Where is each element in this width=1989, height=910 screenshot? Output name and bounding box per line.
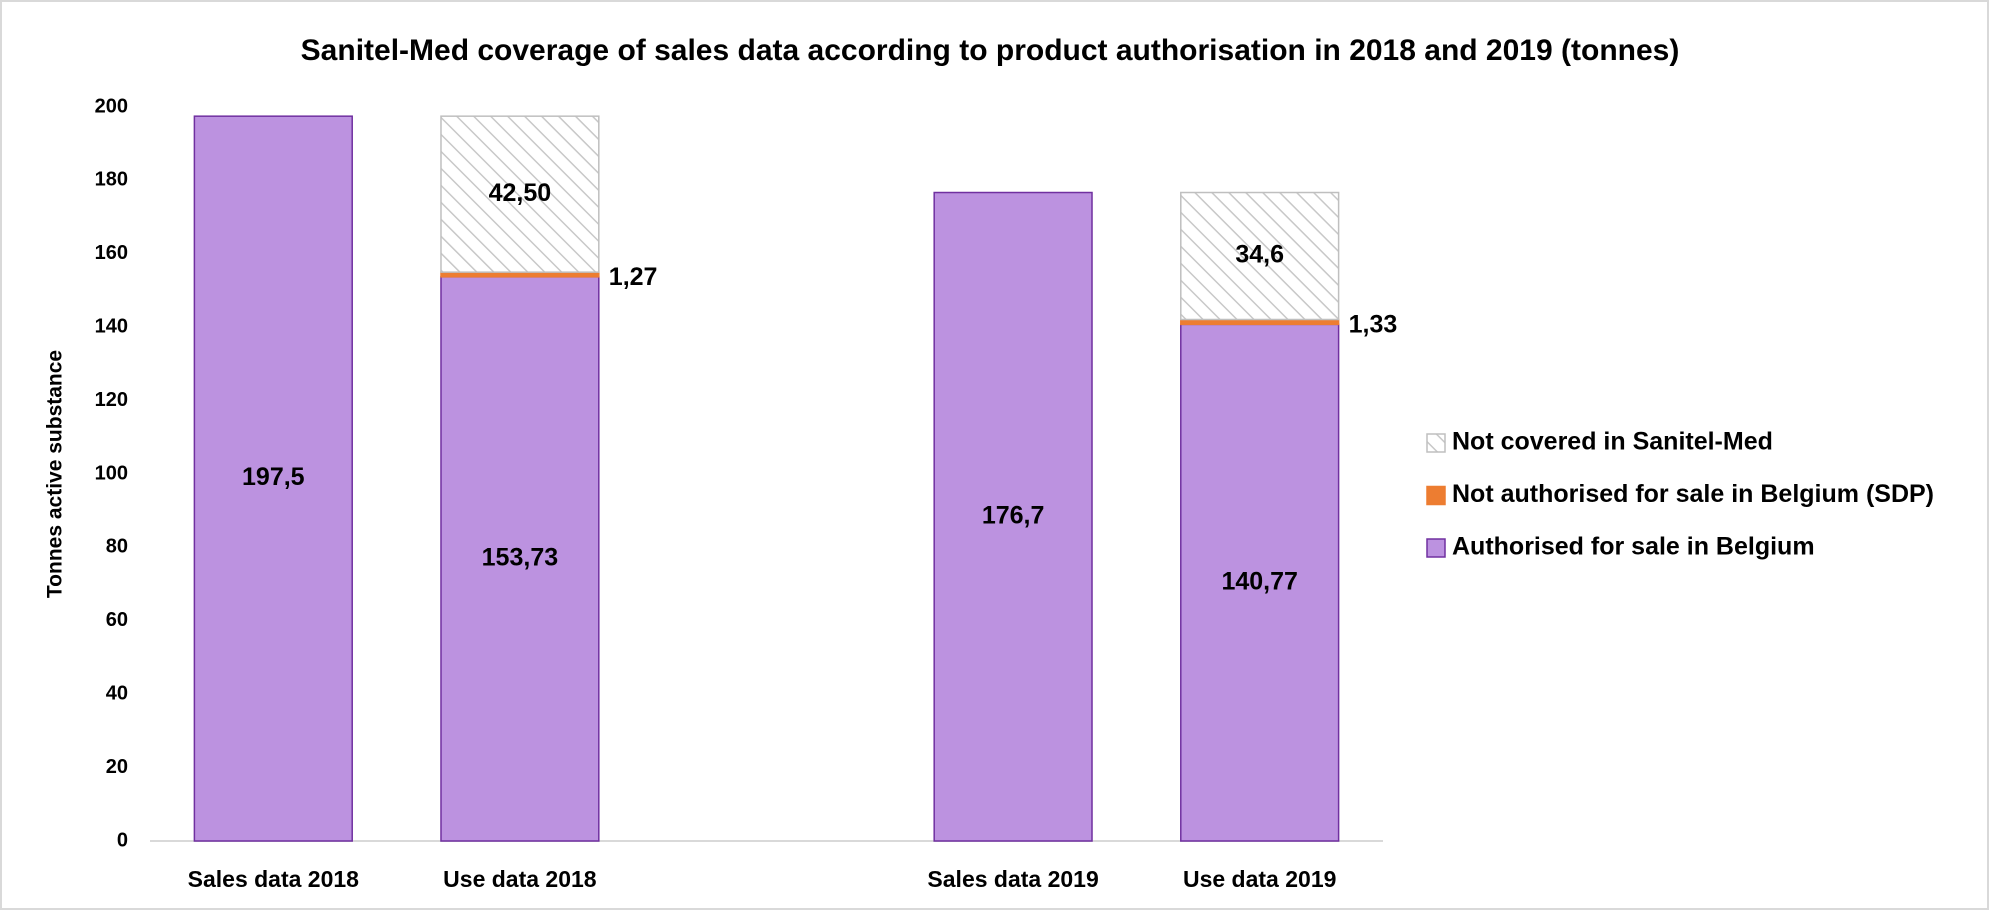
value-label: 153,73 — [482, 544, 558, 572]
x-tick-label: Use data 2018 — [443, 866, 597, 892]
bar-segment — [440, 276, 600, 842]
y-tick-label: 40 — [106, 682, 128, 704]
legend-swatch — [1426, 538, 1446, 558]
value-label: 197,5 — [242, 463, 305, 491]
bar-segment — [1180, 323, 1340, 842]
legend-label: Authorised for sale in Belgium — [1452, 533, 1815, 561]
value-label: 34,6 — [1235, 241, 1284, 269]
value-label: 140,77 — [1221, 567, 1297, 595]
bar-segment — [933, 191, 1093, 842]
bar-segment — [193, 115, 353, 842]
value-label: 42,50 — [489, 179, 552, 207]
x-tick-label: Sales data 2019 — [927, 866, 1098, 892]
y-tick-label: 180 — [95, 169, 128, 191]
bar-segment — [1180, 191, 1340, 321]
y-tick-label: 140 — [95, 315, 128, 337]
x-tick-label: Use data 2019 — [1183, 866, 1336, 892]
y-tick-label: 200 — [95, 95, 128, 117]
value-label: 176,7 — [982, 501, 1045, 529]
chart-title: Sanitel-Med coverage of sales data accor… — [301, 34, 1680, 67]
y-tick-label: 120 — [95, 389, 128, 411]
y-tick-label: 20 — [106, 756, 128, 778]
y-tick-label: 0 — [117, 829, 128, 851]
y-tick-label: 80 — [106, 536, 128, 558]
legend-label: Not authorised for sale in Belgium (SDP) — [1452, 480, 1934, 508]
y-tick-label: 160 — [95, 242, 128, 264]
y-tick-label: 60 — [106, 609, 128, 631]
value-label: 1,27 — [609, 263, 658, 291]
legend-swatch — [1426, 485, 1446, 506]
x-tick-label: Sales data 2018 — [188, 866, 360, 892]
y-tick-label: 100 — [95, 462, 128, 484]
legend-swatch — [1426, 433, 1446, 453]
y-axis-title: Tonnes active substance — [44, 350, 67, 598]
value-label: 1,33 — [1349, 311, 1398, 339]
bar-segment — [440, 115, 600, 273]
legend-label: Not covered in Sanitel-Med — [1452, 428, 1773, 456]
